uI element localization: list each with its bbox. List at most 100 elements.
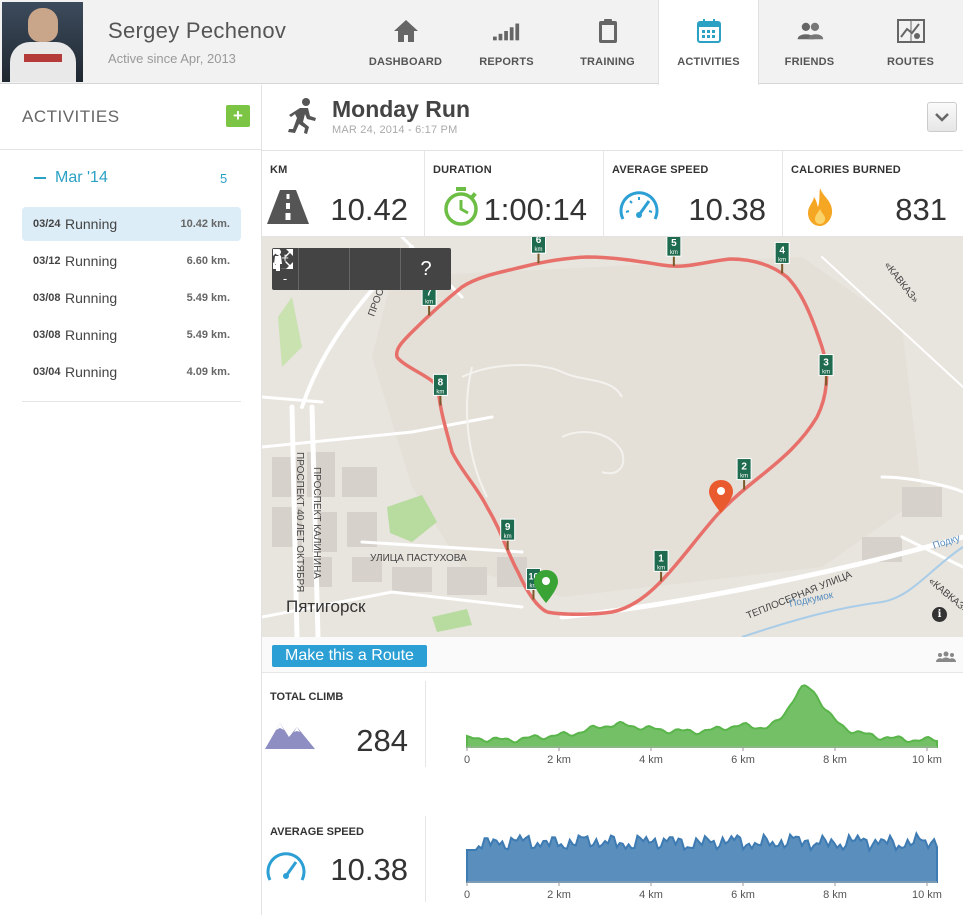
x-tick-label: 2 km — [547, 754, 571, 766]
stats-bar: KM 10.42 DURATION 1:00:14 AVERAGE SPEED … — [262, 150, 963, 237]
x-tick-label: 6 km — [731, 889, 755, 901]
nav-routes-label: ROUTES — [886, 56, 935, 68]
stat-label: DURATION — [433, 164, 492, 176]
zoom-in-button[interactable]: + — [281, 248, 289, 269]
activity-item[interactable]: 03/08 Running 5.49 km. — [22, 318, 241, 352]
avatar[interactable] — [2, 2, 83, 82]
nav-dashboard[interactable]: DASHBOARD — [355, 0, 456, 84]
km-marker-number: 6 — [536, 237, 542, 246]
x-tick-label: 4 km — [639, 889, 663, 901]
activity-list: 03/24 Running 10.42 km. 03/12 Running 6.… — [22, 207, 241, 392]
speed-chart[interactable]: 0 2 km 4 km 6 km 8 km 10 km — [457, 810, 947, 915]
activity-type: Running — [65, 216, 118, 232]
clipboard-icon — [594, 18, 622, 44]
sidebar-divider — [22, 401, 241, 402]
activity-menu-button[interactable] — [927, 102, 957, 132]
stat-label: KM — [270, 164, 288, 176]
km-marker-unit: km — [778, 257, 786, 263]
group-icon[interactable] — [936, 651, 956, 663]
profile-area — [466, 684, 938, 748]
nav-friends[interactable]: FRIENDS — [759, 0, 860, 84]
speed-value: 10.38 — [330, 852, 408, 887]
elevation-chart[interactable]: 0 2 km 4 km 6 km 8 km 10 km — [457, 675, 947, 785]
fullscreen-button[interactable] — [273, 248, 349, 290]
nav-activities-label: ACTIVITIES — [677, 56, 740, 68]
route-map[interactable]: 1 km 2 km 3 km 4 km 5 km 6 km 7 km 8 km 9 km 10 km УЛИЦА ПА… — [262, 237, 963, 637]
month-count: 5 — [220, 171, 228, 186]
flame-icon — [808, 188, 833, 226]
top-bar: Sergey Pechenov Active since Apr, 2013 D… — [0, 0, 963, 85]
activity-item[interactable]: 03/24 Running 10.42 km. — [22, 207, 241, 241]
x-tick-label: 0 — [464, 754, 470, 766]
sidebar-title: ACTIVITIES — [22, 107, 120, 126]
activity-type: Running — [65, 290, 118, 306]
start-pin-icon[interactable] — [534, 570, 558, 603]
running-icon — [286, 97, 318, 135]
street-view-button[interactable] — [274, 248, 400, 290]
km-marker: 5km — [666, 237, 682, 267]
activity-distance: 10.42 km. — [180, 218, 230, 230]
stat-duration: DURATION 1:00:14 — [425, 151, 604, 237]
profile-since: Active since Apr, 2013 — [108, 51, 236, 66]
climb-profile: TOTAL CLIMB 284 0 2 km 4 km 6 km 8 km 10 km — [262, 675, 963, 795]
km-marker: 6km — [530, 237, 546, 264]
profile-divider — [425, 681, 426, 767]
km-marker-unit: km — [425, 299, 433, 305]
pegman-icon — [274, 249, 282, 271]
km-marker-number: 8 — [438, 377, 444, 388]
street-label: ПРОСПЕКТ 40 ЛЕТ ОКТЯБРЯ — [294, 452, 305, 592]
activity-item[interactable]: 03/08 Running 5.49 km. — [22, 281, 241, 315]
end-pin-icon[interactable] — [709, 480, 733, 513]
street-label: «КАВКАЗ» — [882, 260, 921, 306]
km-marker-unit: km — [504, 534, 512, 540]
nav-activities[interactable]: ACTIVITIES — [658, 0, 759, 85]
km-marker: 9km — [500, 518, 516, 551]
mountain-icon — [265, 723, 315, 749]
speedometer-icon — [619, 191, 659, 220]
activity-date: 03/08 — [33, 329, 61, 341]
map-controls: + - ? — [272, 248, 451, 290]
activity-item[interactable]: 03/12 Running 6.60 km. — [22, 244, 241, 278]
speed-profile: AVERAGE SPEED 10.38 0 2 km 4 km 6 km 8 km 10 … — [262, 810, 963, 915]
km-marker-number: 2 — [741, 462, 747, 473]
km-marker-number: 10 — [528, 571, 538, 581]
stat-calories: CALORIES BURNED 831 — [783, 151, 963, 237]
activity-detail: Monday Run MAR 24, 2014 - 6:17 PM KM 10.… — [262, 85, 963, 915]
km-marker: 1km — [653, 549, 669, 582]
km-marker: 2km — [736, 458, 752, 490]
km-marker: 8km — [432, 373, 448, 406]
nav-training-label: TRAINING — [580, 56, 635, 68]
x-tick-label: 0 — [464, 889, 470, 901]
nav-reports[interactable]: REPORTS — [456, 0, 557, 84]
info-icon[interactable]: i — [932, 607, 947, 622]
zoom-out-button[interactable]: - — [282, 271, 288, 286]
activity-distance: 5.49 km. — [186, 292, 230, 304]
river-label: Подку — [932, 533, 962, 552]
nav-routes[interactable]: ROUTES — [860, 0, 961, 84]
month-label: Mar '14 — [55, 169, 108, 186]
street-label: УЛИЦА ПАСТУХОВА — [370, 553, 467, 564]
map-help-button[interactable]: ? — [400, 248, 451, 290]
map-icon — [896, 18, 925, 44]
street-label: ПРОСПЕКТ КАЛИНИНА — [311, 467, 322, 579]
km-marker-number: 9 — [505, 522, 511, 533]
nav-training[interactable]: TRAINING — [557, 0, 658, 84]
profile-name[interactable]: Sergey Pechenov — [108, 18, 287, 43]
main-nav: DASHBOARD REPORTS TRAINING ACTIVITIES FR… — [355, 0, 961, 85]
x-tick-label: 4 km — [639, 754, 663, 766]
make-route-button[interactable]: Make this a Route — [272, 645, 427, 667]
profile-divider — [425, 816, 426, 902]
road-icon — [267, 190, 309, 224]
collapse-icon — [34, 177, 46, 179]
month-toggle[interactable]: Mar '14 — [34, 169, 108, 187]
km-marker-number: 7 — [426, 287, 432, 298]
stat-value: 10.38 — [688, 192, 766, 227]
activity-item[interactable]: 03/04 Running 4.09 km. — [22, 355, 241, 389]
activity-date: 03/12 — [33, 255, 61, 267]
km-marker: 3km — [818, 354, 834, 386]
activity-type: Running — [65, 327, 118, 343]
add-activity-button[interactable]: + — [226, 105, 250, 127]
activity-date: 03/08 — [33, 292, 61, 304]
friends-icon — [796, 18, 824, 44]
